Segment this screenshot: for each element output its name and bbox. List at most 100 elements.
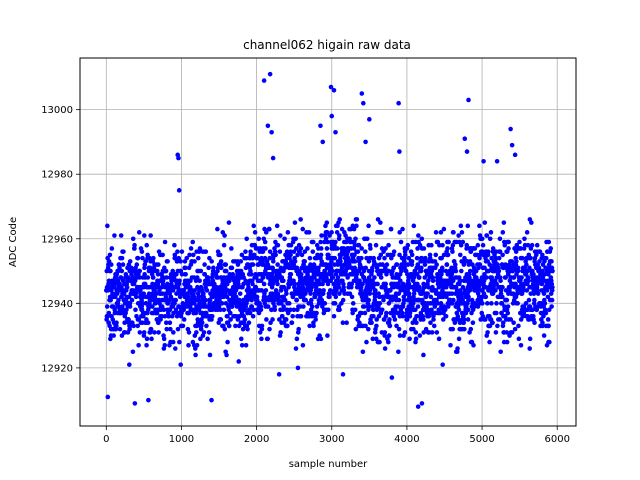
data-point [235,284,241,290]
data-point [539,268,545,274]
data-point [327,288,333,293]
data-point [188,246,194,251]
data-point [215,226,220,232]
data-point [364,339,369,345]
data-point [137,330,143,335]
data-point [351,226,357,232]
data-point [155,271,161,277]
data-point [413,330,419,335]
data-point [458,223,464,229]
data-point [349,294,355,300]
data-points [104,71,555,409]
data-point [388,310,393,316]
data-point [272,297,278,303]
data-point [359,310,364,316]
data-point [243,343,249,348]
x-tick-label: 4000 [394,434,419,445]
data-point [263,288,269,293]
data-point [387,323,393,329]
data-point [356,242,362,248]
data-point [464,149,470,154]
data-point [445,246,450,251]
data-point [315,252,320,258]
data-point [275,262,280,267]
data-point [484,233,490,238]
data-point [459,268,464,274]
data-point [117,265,122,271]
data-point [394,323,399,329]
data-point [218,307,223,313]
data-point [483,294,489,300]
data-point [106,310,112,316]
data-point [414,320,419,326]
data-point [396,349,401,355]
data-point [524,288,530,293]
data-point [339,226,345,232]
data-point [143,301,149,306]
data-point [540,320,545,326]
data-point [204,288,210,293]
data-point [166,313,172,319]
data-point [511,275,517,280]
data-point [331,313,337,319]
data-point [407,336,412,342]
data-point [353,236,358,242]
data-point [549,297,555,303]
data-point [218,259,224,264]
data-point [335,275,341,280]
data-point [495,323,500,329]
data-point [332,262,337,267]
data-point [278,265,284,271]
data-point [543,255,549,261]
data-point [344,320,349,326]
data-point [319,233,324,238]
data-point [429,268,435,274]
data-point [391,249,397,254]
data-point [258,304,264,309]
data-point [523,301,529,306]
data-point [359,246,364,251]
data-point [298,313,304,319]
data-point [545,294,551,300]
data-point [497,236,503,242]
data-point [197,246,203,251]
data-point [133,294,139,300]
data-point [306,230,312,235]
data-point [300,226,306,232]
data-point [261,78,267,83]
x-axis-label: sample number [289,459,368,470]
data-point [293,246,299,251]
data-point [498,278,503,284]
data-point [196,294,202,300]
data-point [442,307,448,313]
data-point [134,262,140,267]
data-point [524,230,530,235]
data-point [428,294,434,300]
data-point [423,255,428,261]
data-point [167,320,173,326]
data-point [473,268,479,274]
data-point [141,330,147,335]
data-point [397,149,402,154]
x-tick-label: 2000 [244,434,269,445]
data-point [156,262,161,267]
data-point [364,236,370,242]
data-point [543,310,549,316]
data-point [219,301,225,306]
data-point [438,230,444,235]
data-point [506,239,511,245]
data-point [307,323,312,329]
data-point [325,333,330,338]
data-point [121,291,127,296]
data-point [267,226,272,232]
y-tick-label: 12920 [41,363,73,374]
x-tick-label: 5000 [469,434,494,445]
data-point [372,275,377,280]
data-point [330,275,336,280]
data-point [141,291,147,296]
data-point [525,242,531,248]
data-point [251,252,257,258]
data-point [464,242,470,248]
data-point [505,310,511,316]
data-point [355,249,361,254]
